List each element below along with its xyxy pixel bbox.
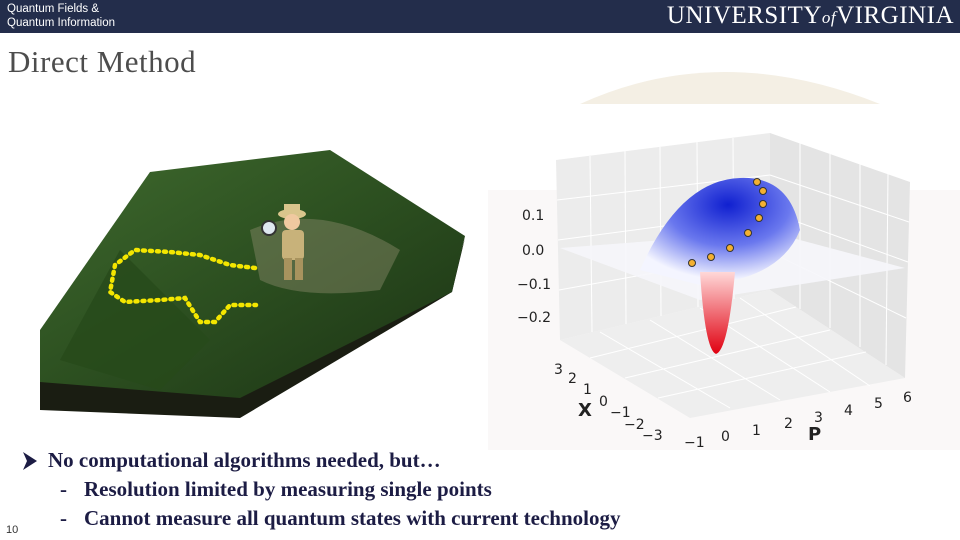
bullet-arrow <box>23 452 37 470</box>
z-tick-label: 0.0 <box>522 243 544 259</box>
header-bar: Quantum Fields & Quantum Information UNI… <box>0 0 960 33</box>
p-tick-label: 4 <box>844 403 853 419</box>
course-name: Quantum Fields & <box>7 3 100 15</box>
x-tick-label: 1 <box>583 382 592 398</box>
terrain-image <box>40 150 465 418</box>
surface-plot <box>556 133 910 418</box>
p-tick-label: 5 <box>874 396 883 412</box>
z-tick-label: −0.1 <box>517 277 551 293</box>
slide-title: Direct Method <box>8 44 197 79</box>
p-tick-label: 1 <box>752 423 761 439</box>
z-tick-label: −0.2 <box>517 310 551 326</box>
x-tick-label: −3 <box>642 428 663 444</box>
watermark <box>580 72 880 104</box>
z-tick-label: 0.1 <box>522 208 544 224</box>
x-tick-label: 3 <box>554 362 563 378</box>
sub-marker: - <box>60 477 67 501</box>
p-tick-label: −1 <box>684 435 705 451</box>
bullet: No computational algorithms needed, but… <box>48 448 441 472</box>
sub-bullet: Resolution limited by measuring single p… <box>84 477 492 501</box>
p-tick-label: 6 <box>903 390 912 406</box>
p-tick-label: 0 <box>721 429 730 445</box>
p-tick-label: 2 <box>784 416 793 432</box>
university-logo: UNIVERSITYofVIRGINIA <box>667 2 954 30</box>
x-axis-label: X <box>578 400 592 421</box>
p-axis-label: P <box>808 424 821 445</box>
p-tick-label: 3 <box>814 410 823 426</box>
logo-text: UNIVERSITY <box>666 2 822 29</box>
logo-text: VIRGINIA <box>836 2 954 29</box>
sub-marker: - <box>60 506 67 530</box>
course-name: Quantum Information <box>7 17 116 29</box>
x-tick-label: 0 <box>599 394 608 410</box>
page-number: 10 <box>6 524 19 536</box>
sub-bullet: Cannot measure all quantum states with c… <box>84 506 621 530</box>
x-tick-label: −1 <box>610 405 631 421</box>
x-tick-label: −2 <box>624 417 645 433</box>
logo-text: of <box>821 8 837 27</box>
x-tick-label: 2 <box>568 371 577 387</box>
